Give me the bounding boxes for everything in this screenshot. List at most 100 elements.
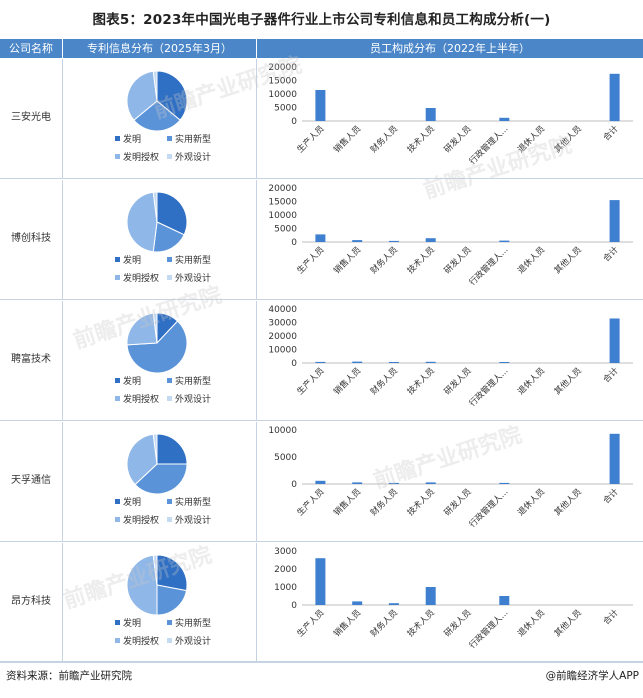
pie-slice: [152, 70, 158, 102]
pie-slice: [126, 320, 188, 374]
staff-bar-cell: 0 5000 10000 15000 20000 生产人员 销售人员 财务人员 技术人员 研发人员…: [256, 180, 643, 299]
table-row: 博创科技 发明 实用新型 发明授权 外观设计 0 5000 10000 15000 20000 生产…: [0, 180, 643, 300]
bar: [388, 603, 399, 605]
x-tick-label: 其他人员: [552, 486, 584, 518]
x-tick-label: 退休人员: [515, 365, 547, 397]
pie-slice: [152, 554, 158, 586]
bar: [425, 238, 436, 242]
bar: [425, 361, 436, 363]
y-tick-label: 5000: [274, 225, 297, 235]
y-tick-label: 15000: [268, 77, 297, 87]
legend-swatch: [115, 275, 120, 280]
bar: [609, 433, 620, 484]
legend-label: 实用新型: [175, 375, 211, 387]
legend-swatch: [115, 154, 120, 159]
staff-bar-chart: 0 10000 20000 30000 40000 生产人员 销售人员 财务人员 技术人员 研发人…: [268, 305, 633, 409]
legend-swatch: [115, 620, 120, 625]
header-staff: 员工构成分布（2022年上半年）: [257, 39, 643, 58]
legend-label: 发明授权: [123, 151, 159, 163]
x-tick-label: 研发人员: [442, 365, 474, 397]
y-tick-label: 15000: [268, 198, 297, 208]
x-tick-label: 合计: [601, 244, 621, 264]
pie-slice: [126, 433, 158, 486]
y-tick-label: 2000: [274, 565, 297, 575]
bar: [425, 587, 436, 605]
company-name: 三安光电: [11, 112, 51, 123]
footer-divider: [0, 661, 643, 662]
pie-slice: [134, 463, 188, 495]
x-tick-label: 研发人员: [442, 244, 474, 276]
legend-swatch: [167, 620, 172, 625]
legend-label: 发明: [123, 496, 141, 508]
data-table: 公司名称 专利信息分布（2025年3月） 员工构成分布（2022年上半年） 三安…: [0, 39, 643, 663]
x-tick-label: 销售人员: [331, 607, 363, 639]
pie-slice: [156, 554, 188, 592]
x-tick-label: 其他人员: [552, 244, 584, 276]
legend-swatch: [167, 638, 172, 643]
legend-label: 发明: [123, 375, 141, 387]
source-note: 资料来源：前瞻产业研究院: [6, 670, 132, 682]
legend-label: 发明授权: [123, 272, 159, 284]
legend-swatch: [115, 378, 120, 383]
header-patent: 专利信息分布（2025年3月）: [63, 39, 256, 58]
x-tick-label: 退休人员: [515, 123, 547, 155]
legend-label: 外观设计: [175, 151, 211, 163]
legend-label: 外观设计: [175, 635, 211, 647]
company-name: 博创科技: [11, 233, 51, 244]
staff-bar-cell: 0 5000 10000 生产人员 销售人员 财务人员 技术人员 研发人员 行政管理人... 退休…: [256, 422, 643, 541]
y-tick-label: 10000: [268, 346, 297, 356]
legend-swatch: [167, 517, 172, 522]
x-tick-label: 研发人员: [442, 607, 474, 639]
legend-swatch: [167, 499, 172, 504]
x-tick-label: 财务人员: [368, 486, 400, 518]
legend-label: 发明: [123, 617, 141, 629]
pie-slice: [126, 312, 158, 346]
y-tick-label: 10000: [268, 426, 297, 436]
pie-slice: [126, 70, 158, 121]
bar: [499, 240, 510, 242]
pie-slice: [126, 554, 158, 616]
legend-label: 外观设计: [175, 393, 211, 405]
pie-slice: [156, 70, 188, 121]
y-tick-label: 5000: [274, 104, 297, 114]
legend-swatch: [167, 275, 172, 280]
y-tick-label: 10000: [268, 90, 297, 100]
bar: [499, 117, 510, 121]
bar: [315, 234, 326, 242]
bar: [388, 362, 399, 363]
legend-label: 发明授权: [123, 393, 159, 405]
x-tick-label: 合计: [601, 123, 621, 143]
bar: [609, 73, 620, 122]
x-tick-label: 财务人员: [368, 365, 400, 397]
bar: [388, 482, 399, 484]
bar: [352, 601, 363, 605]
x-tick-label: 生产人员: [295, 365, 327, 397]
legend-label: 发明: [123, 133, 141, 145]
x-tick-label: 行政管理人...: [467, 486, 511, 530]
legend-swatch: [115, 136, 120, 141]
bar: [352, 240, 363, 242]
pie-slice: [152, 221, 185, 253]
x-tick-label: 销售人员: [331, 365, 363, 397]
pie-slice: [152, 312, 158, 344]
x-tick-label: 退休人员: [515, 244, 547, 276]
pie-slice: [152, 433, 158, 465]
x-tick-label: 生产人员: [295, 486, 327, 518]
y-tick-label: 0: [291, 480, 297, 490]
legend-label: 外观设计: [175, 514, 211, 526]
bar: [352, 482, 363, 484]
staff-bar-cell: 0 1000 2000 3000 生产人员 销售人员 财务人员 技术人员 研发人员 行政管理人..…: [256, 543, 643, 662]
bar: [499, 596, 510, 605]
pie-slice: [152, 191, 158, 223]
y-tick-label: 10000: [268, 211, 297, 221]
bar: [315, 361, 326, 363]
legend-swatch: [167, 257, 172, 262]
x-tick-label: 技术人员: [405, 486, 437, 518]
y-tick-label: 0: [291, 238, 297, 248]
legend-label: 外观设计: [175, 272, 211, 284]
